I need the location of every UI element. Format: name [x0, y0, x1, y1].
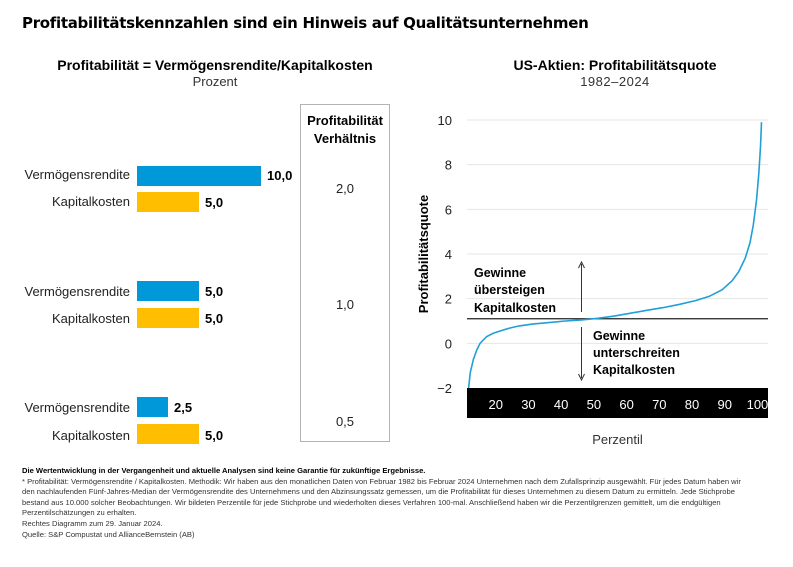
bar-value-label: 5,0	[205, 195, 224, 210]
ratio-column-box	[300, 104, 390, 442]
bar-value-label: 10,0	[267, 168, 293, 183]
ratio-header-line-2: Verhältnis	[313, 131, 377, 146]
ratio-column-header: Profitabilität Verhältnis	[300, 112, 390, 148]
source-line: Quelle: S&P Compustat und AllianceBernst…	[22, 529, 195, 539]
y-axis-label: Profitabilitätsquote	[416, 195, 431, 313]
annotation-above-line-1: Gewinne	[474, 266, 526, 280]
y-tick-label: 6	[445, 202, 452, 217]
x-tick-label: 100	[747, 397, 769, 412]
annotation-above-line-2: übersteigen	[474, 283, 545, 297]
bar-value-label: 5,0	[205, 284, 224, 299]
bar-capital-cost	[137, 192, 199, 212]
line-chart: −2 0 2 4 6 8 10 20 30 40 50 60 70 80 90 100 Profitabil…	[416, 113, 769, 447]
x-tick-label: 70	[652, 397, 666, 412]
bar-label: Kapitalkosten	[51, 311, 130, 326]
footnote-line: Perzentilschätzungen zu erhalten.	[22, 508, 137, 518]
footnote-line: den nachlaufenden Fünf-Jahres-Median der…	[22, 487, 735, 497]
ratio-value: 1,0	[335, 297, 355, 312]
main-title: Profitabilitätskennzahlen sind ein Hinwe…	[22, 14, 589, 32]
left-chart-subtitle: Prozent	[192, 74, 238, 89]
bar-asset-return	[137, 281, 199, 301]
x-axis-label: Perzentil	[592, 432, 643, 447]
bar-label: Vermögensrendite	[24, 400, 130, 415]
footnote-line: * Profitabilität: Vermögensrendite / Kap…	[22, 476, 741, 486]
x-tick-label: 60	[619, 397, 633, 412]
y-tick-label: 4	[445, 247, 452, 262]
disclaimer: Die Wertentwicklung in der Vergangenheit…	[22, 466, 426, 475]
footnotes: Die Wertentwicklung in der Vergangenheit…	[22, 466, 782, 540]
ratio-value: 0,5	[335, 414, 355, 429]
bar-label: Vermögensrendite	[24, 167, 130, 182]
bar-label: Vermögensrendite	[24, 284, 130, 299]
right-chart-title: US-Aktien: Profitabilitätsquote	[513, 57, 717, 73]
y-tick-label: 8	[445, 158, 452, 173]
annotation-above: Gewinne übersteigen Kapitalkosten	[474, 260, 585, 315]
right-chart-subtitle: 1982–2024	[580, 74, 650, 89]
bar-capital-cost	[137, 308, 199, 328]
y-tick-label: 0	[445, 336, 452, 351]
y-tick-label: −2	[437, 381, 452, 396]
x-axis-band	[467, 388, 768, 418]
annotation-below-line-1: Gewinne	[593, 329, 645, 343]
bar-value-label: 5,0	[205, 311, 224, 326]
left-chart-title: Profitabilität = Vermögensrendite/Kapita…	[57, 57, 373, 73]
x-tick-label: 90	[718, 397, 732, 412]
y-tick-label: 2	[445, 292, 452, 307]
annotation-above-line-3: Kapitalkosten	[474, 301, 556, 315]
bar-label: Kapitalkosten	[51, 194, 130, 209]
x-tick-label: 40	[554, 397, 568, 412]
ratio-header-line-1: Profitabilität	[307, 113, 383, 128]
y-tick-label: 10	[438, 113, 452, 128]
x-tick-label: 50	[587, 397, 601, 412]
annotation-below-line-2: unterschreiten	[593, 346, 680, 360]
annotation-below: Gewinne unterschreiten Kapitalkosten	[578, 327, 680, 382]
down-arrowhead-icon	[578, 373, 585, 382]
x-tick-label: 30	[521, 397, 535, 412]
x-tick-label: 80	[685, 397, 699, 412]
bar-capital-cost	[137, 424, 199, 444]
bar-asset-return	[137, 166, 261, 186]
bar-value-label: 2,5	[174, 400, 193, 415]
bar-value-label: 5,0	[205, 428, 224, 443]
up-arrowhead-icon	[578, 260, 585, 269]
footnote-line: Rechtes Diagramm zum 29. Januar 2024.	[22, 518, 163, 528]
footnote-line: bestand aus 10.000 solcher Beobachtungen…	[22, 497, 721, 507]
bar-asset-return	[137, 397, 168, 417]
x-tick-label: 20	[488, 397, 502, 412]
ratio-value: 2,0	[335, 181, 355, 196]
profitability-curve	[467, 122, 763, 389]
annotation-below-line-3: Kapitalkosten	[593, 363, 675, 377]
bar-label: Kapitalkosten	[51, 428, 130, 443]
